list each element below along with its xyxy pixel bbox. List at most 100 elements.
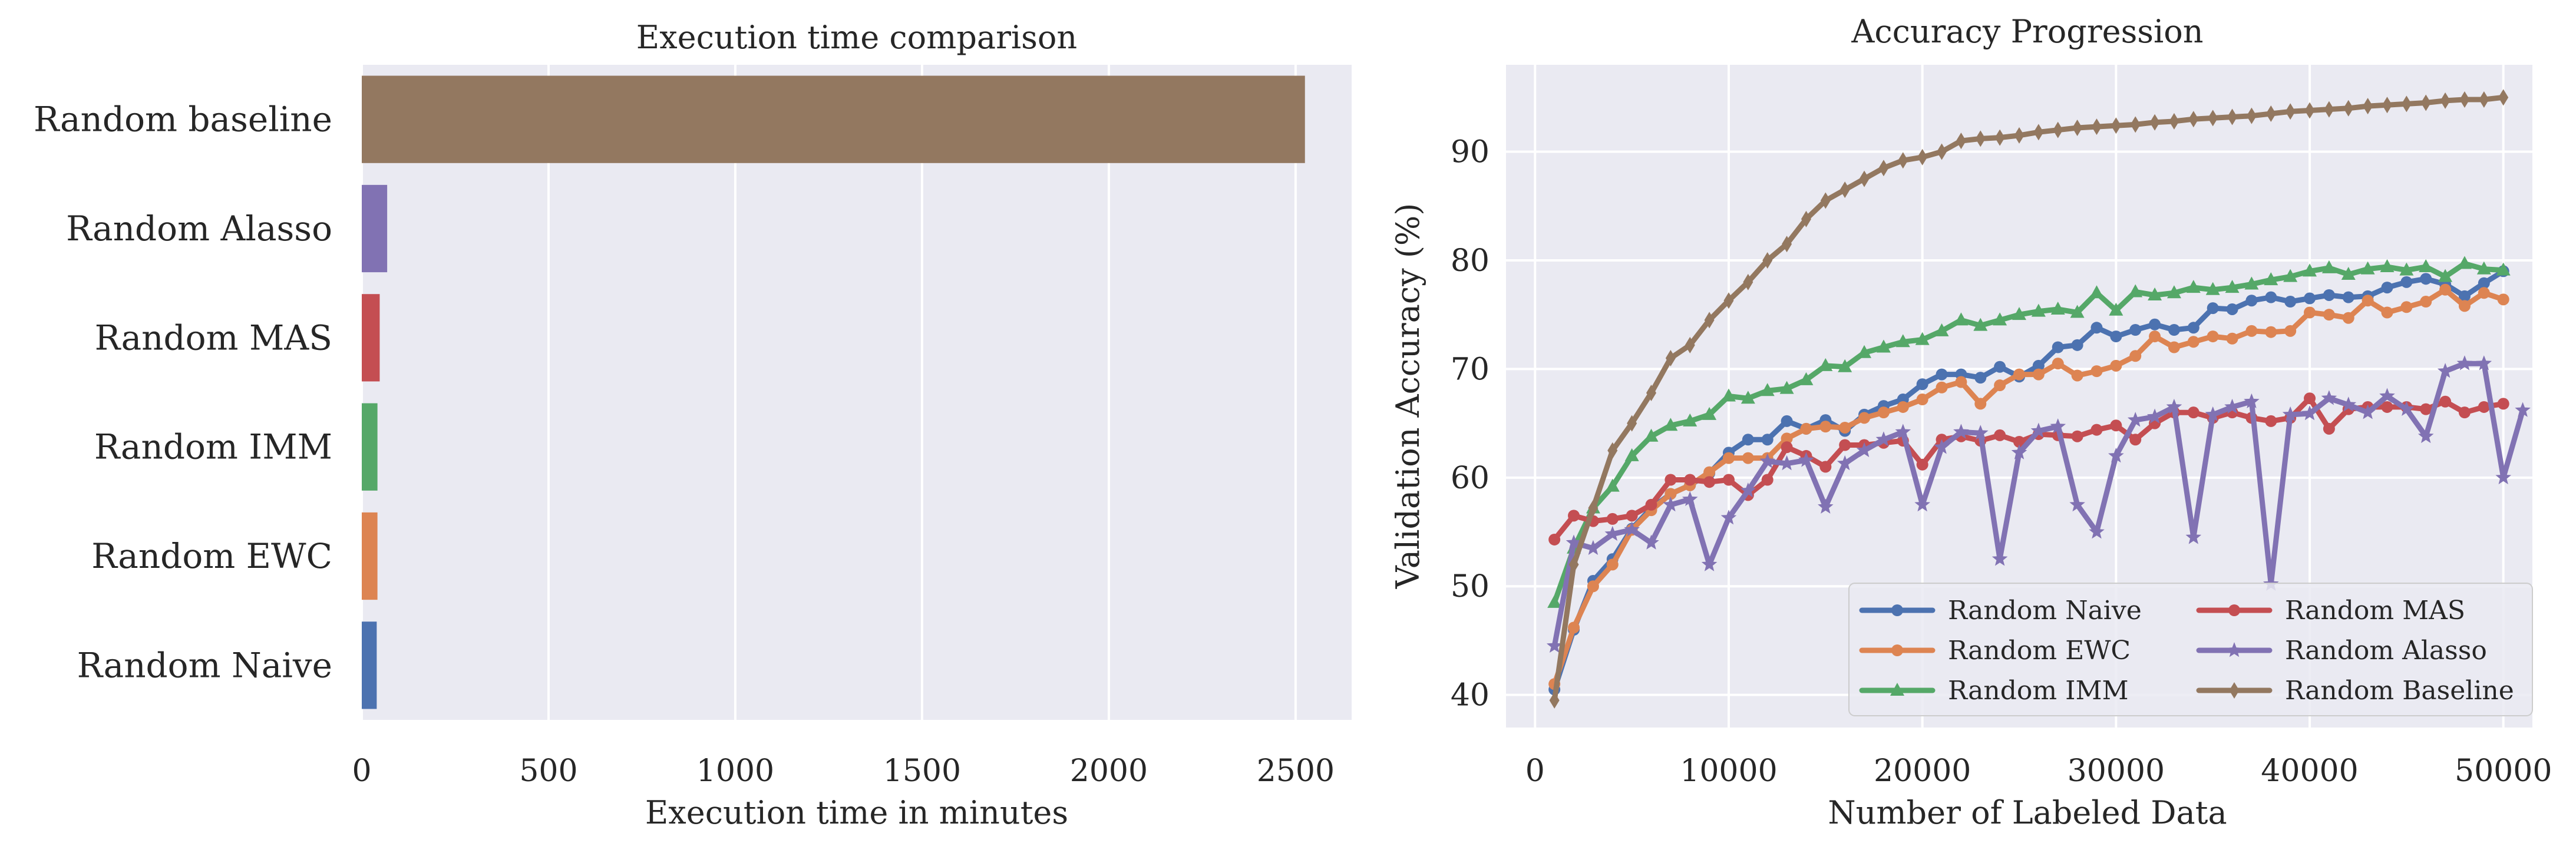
x-tick-labels: 0 10000 20000 30000 40000 50000 [1525, 753, 2552, 789]
data-point [2479, 91, 2489, 108]
data-point [1839, 421, 1851, 434]
data-point [2166, 398, 2182, 414]
data-point [1781, 415, 1793, 427]
data-point [2458, 406, 2471, 419]
data-point [1702, 406, 1717, 420]
data-point [1607, 442, 1618, 459]
legend-label: Random Baseline [2285, 676, 2514, 706]
data-point [2515, 402, 2531, 417]
data-point [2187, 322, 2199, 334]
data-point [2401, 95, 2412, 113]
data-point [2169, 113, 2179, 130]
data-point [2265, 326, 2277, 338]
data-point [1993, 312, 2007, 326]
data-point [1627, 415, 1637, 432]
data-point [1743, 273, 1753, 290]
x-tick-label: 10000 [1680, 753, 1777, 789]
data-point [2208, 110, 2218, 127]
legend-label: Random EWC [1948, 636, 2131, 666]
data-point [2418, 428, 2434, 444]
series [1549, 89, 2509, 709]
data-point [2420, 273, 2432, 285]
data-point [2185, 529, 2202, 544]
data-point [1722, 452, 1735, 464]
data-point [1683, 413, 1697, 426]
data-point [1585, 540, 1601, 555]
data-point [1547, 594, 1562, 608]
data-point [1606, 513, 1619, 525]
data-point [2323, 422, 2335, 435]
data-point [2323, 289, 2335, 301]
data-point [1875, 431, 1892, 447]
data-point [2071, 430, 2083, 442]
data-point [2380, 259, 2395, 273]
data-point [1974, 372, 1987, 384]
data-point [2478, 277, 2490, 289]
data-point [2168, 324, 2180, 336]
category-label: Random EWC [91, 536, 332, 576]
data-point [2050, 418, 2066, 434]
y-tick-label: 60 [1451, 461, 1490, 496]
data-point [1916, 458, 1928, 471]
data-point [2149, 318, 2161, 330]
chart-title: Execution time comparison [636, 19, 1077, 56]
data-point [2072, 119, 2083, 136]
data-point [1914, 496, 1930, 512]
data-point [2381, 282, 2393, 294]
data-point [2226, 642, 2243, 657]
data-point [1954, 312, 1969, 326]
data-point [2071, 339, 2083, 351]
data-point [1568, 556, 1579, 573]
accuracy-progression-chart: 0 10000 20000 30000 40000 50000 405060708090 … [1389, 13, 2552, 831]
data-point [1759, 453, 1775, 468]
data-point [1877, 406, 1890, 419]
data-point [2149, 114, 2160, 131]
data-point [2265, 105, 2276, 122]
data-point [1549, 692, 1560, 709]
data-point [2246, 107, 2257, 124]
data-point [2011, 444, 2027, 459]
data-point [1761, 474, 1774, 486]
data-point [1741, 391, 1755, 404]
data-point [2053, 121, 2063, 138]
data-point [2382, 97, 2392, 114]
data-point [2498, 89, 2509, 106]
data-point [2301, 405, 2318, 421]
data-point [1891, 644, 1903, 656]
data-point [2071, 369, 2083, 382]
gridlines [361, 65, 1297, 720]
data-point [1936, 368, 1948, 381]
data-point [1994, 361, 2006, 373]
category-label: Random Naive [77, 645, 332, 685]
data-point [2265, 415, 2277, 427]
data-point [1839, 181, 1850, 199]
data-point [2459, 91, 2470, 108]
data-point [1800, 422, 1812, 435]
data-point [1876, 339, 1891, 353]
data-point [1645, 498, 1657, 511]
data-point [1760, 383, 1775, 396]
data-point [2420, 94, 2431, 111]
data-point [2440, 92, 2450, 109]
data-point [2379, 388, 2395, 403]
data-point [2187, 406, 2199, 419]
x-tick-label: 500 [519, 753, 577, 789]
data-point [2224, 398, 2240, 414]
data-point [2225, 280, 2240, 293]
x-tick-label: 1500 [883, 753, 961, 789]
x-tick-label: 2000 [1070, 753, 1148, 789]
y-tick-label: 90 [1451, 135, 1490, 170]
data-point [2226, 332, 2238, 345]
data-point [2069, 496, 2085, 512]
data-point [2130, 116, 2141, 133]
data-point [1548, 533, 1561, 545]
data-point [2090, 424, 2103, 436]
x-tick-label: 0 [1525, 753, 1545, 789]
data-point [2014, 127, 2025, 144]
data-point [2343, 100, 2354, 117]
data-point [2207, 302, 2219, 315]
data-point [1722, 474, 1735, 486]
y-tick-labels: 40 50 60 70 80 90 [1451, 135, 1490, 713]
data-point [1837, 455, 1853, 471]
category-label: Random IMM [94, 427, 332, 467]
